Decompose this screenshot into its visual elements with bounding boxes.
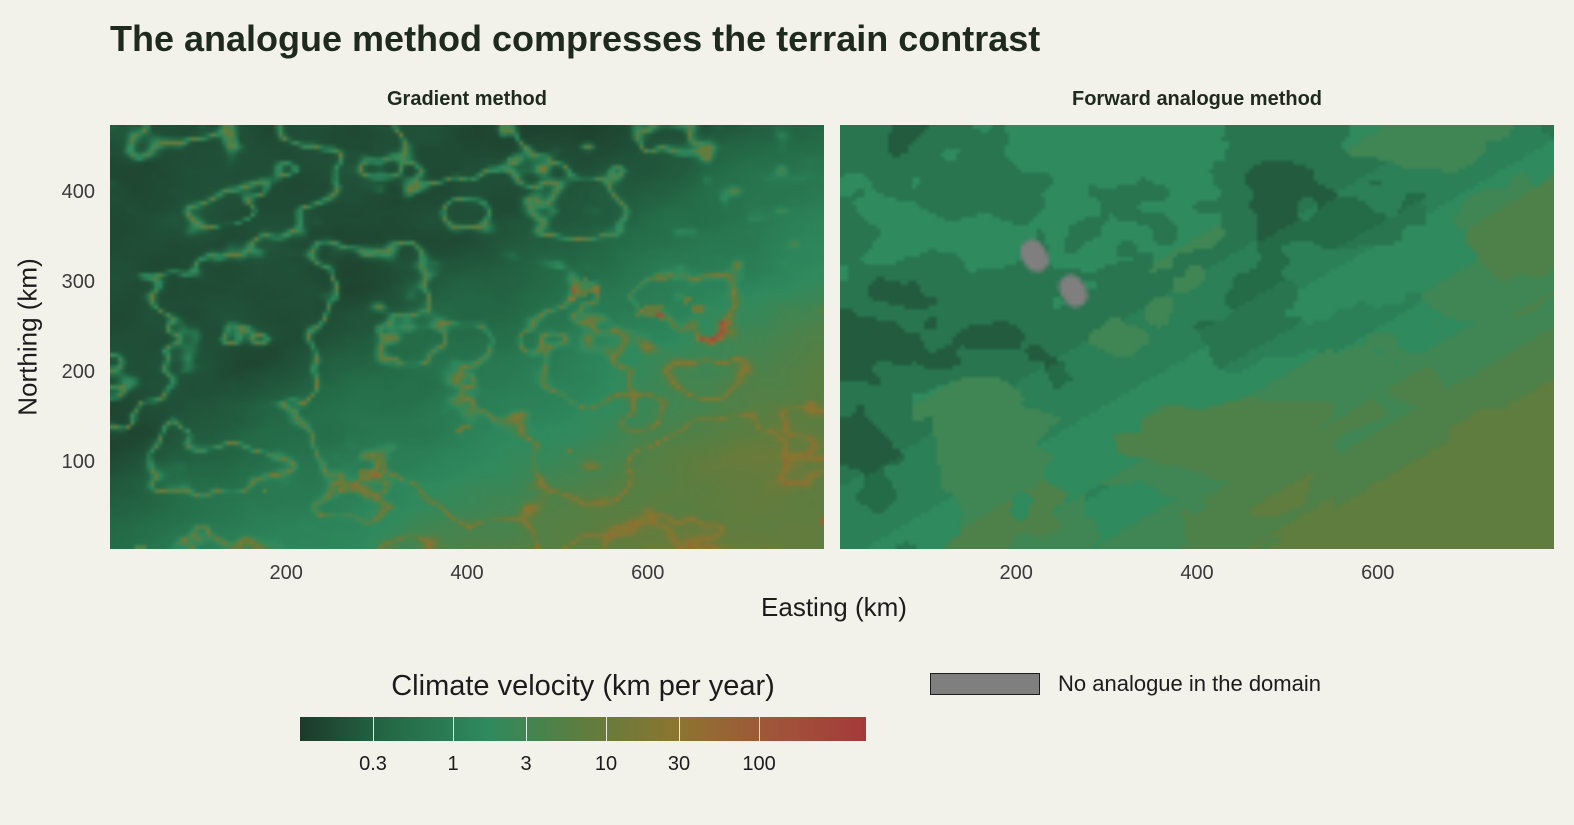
- heatmap-raster-gradient: [110, 125, 824, 549]
- legend-colorbar: [300, 717, 866, 741]
- legend-tick-label: 0.3: [359, 753, 387, 775]
- legend-tick: [453, 717, 454, 741]
- legend-tick-label: 1: [447, 753, 459, 775]
- legend-tick: [759, 717, 761, 741]
- chart-title: The analogue method compresses the terra…: [110, 18, 1041, 59]
- heatmap-panel-analogue: [840, 125, 1554, 549]
- legend-tick: [606, 717, 608, 741]
- legend-tick-label: 3: [520, 753, 532, 775]
- legend-tick-label: 100: [742, 753, 776, 775]
- no-analogue-label: No analogue in the domain: [1058, 671, 1321, 696]
- legend-tick-label: 30: [667, 753, 691, 775]
- x-tick-label: 200: [999, 562, 1033, 584]
- legend-tick: [526, 717, 528, 741]
- y-tick-label: 200: [61, 361, 95, 384]
- heatmap-panel-gradient: [110, 125, 824, 549]
- x-tick-label: 400: [1180, 562, 1214, 584]
- x-tick-label: 200: [269, 562, 303, 584]
- legend-title: Climate velocity (km per year): [391, 670, 775, 702]
- facet-title-gradient: Gradient method: [386, 88, 547, 110]
- heatmap-raster-analogue: [840, 125, 1554, 549]
- no-analogue-swatch: [930, 673, 1040, 695]
- x-tick-label: 400: [450, 562, 484, 584]
- legend-tick: [373, 717, 374, 741]
- x-axis-label: Easting (km): [761, 592, 907, 622]
- y-tick-label: 400: [61, 180, 95, 203]
- x-tick-label: 600: [631, 562, 665, 584]
- x-tick-label: 600: [1361, 562, 1395, 584]
- y-tick-label: 300: [61, 270, 95, 293]
- legend-tick-label: 10: [594, 753, 618, 775]
- y-tick-label: 100: [61, 451, 95, 474]
- legend-tick: [679, 717, 681, 741]
- facet-title-analogue: Forward analogue method: [1071, 88, 1323, 110]
